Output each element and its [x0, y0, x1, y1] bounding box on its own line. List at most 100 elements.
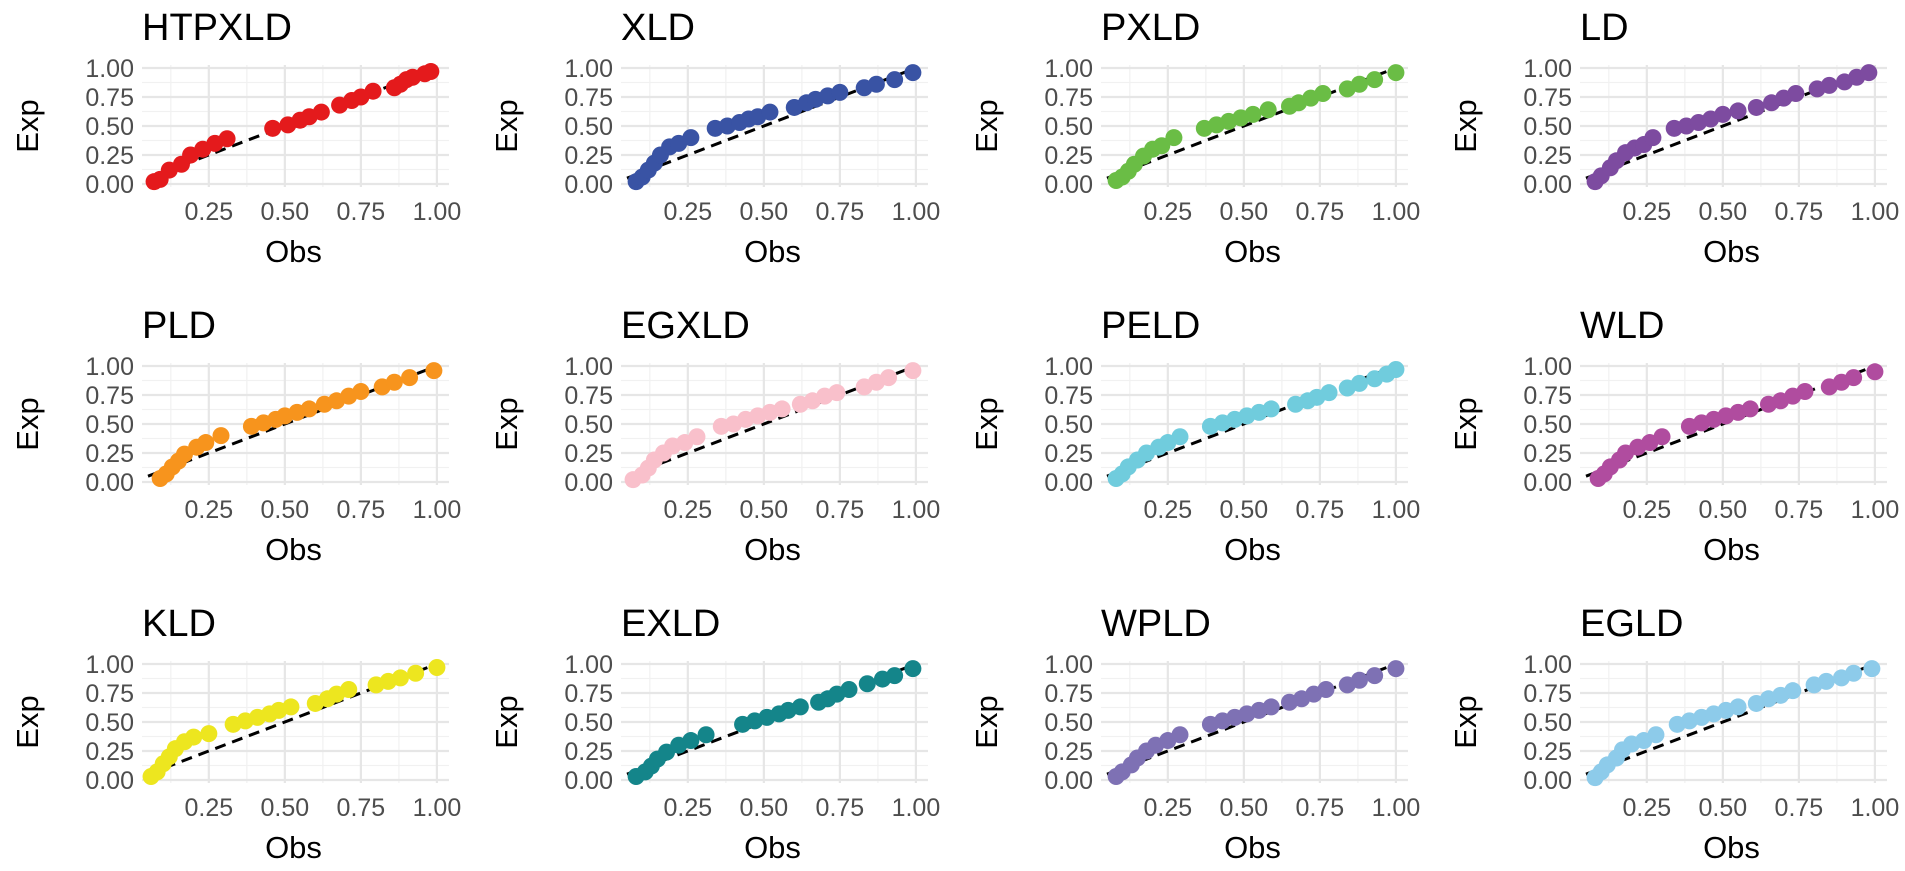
- y-axis-label: Exp: [10, 99, 45, 152]
- y-tick-label: 0.75: [564, 84, 613, 112]
- data-point: [1644, 129, 1662, 147]
- x-axis-label: Obs: [265, 532, 322, 567]
- gridlines: [142, 65, 449, 187]
- y-tick-label: 0.50: [564, 411, 613, 439]
- y-axis-label: Exp: [1448, 99, 1483, 152]
- x-tick-label: 0.50: [740, 496, 789, 524]
- y-tick-label: 0.75: [1523, 680, 1572, 708]
- panel-xld: 0.25 0.50 0.75 1.000.000.250.500.751.00XLDO…: [489, 7, 940, 269]
- y-tick-label: 1.00: [564, 55, 613, 83]
- data-point: [264, 119, 282, 137]
- y-tick-label: 1.00: [564, 353, 613, 381]
- y-tick-label: 0.00: [564, 767, 613, 795]
- y-tick-label: 0.75: [564, 680, 613, 708]
- data-point: [428, 658, 446, 676]
- panel-title: WPLD: [1101, 603, 1211, 645]
- y-tick-label: 0.25: [564, 440, 613, 468]
- y-tick-label: 0.25: [85, 440, 134, 468]
- y-tick-label: 1.00: [1523, 651, 1572, 679]
- data-point: [1741, 400, 1759, 418]
- x-axis-label: Obs: [1703, 532, 1760, 567]
- x-tick-label: 0.50: [261, 794, 310, 822]
- data-point: [185, 728, 203, 746]
- x-axis-label: Obs: [1224, 830, 1281, 865]
- x-tick-label: 1.00: [1851, 198, 1900, 226]
- x-tick-label: 1.00: [1372, 496, 1421, 524]
- x-tick-label: 0.50: [1220, 496, 1269, 524]
- data-point: [1784, 682, 1802, 700]
- y-tick-label: 0.25: [564, 142, 613, 170]
- y-tick-label: 0.75: [85, 84, 134, 112]
- data-point: [688, 428, 706, 446]
- panel-pxld: 0.25 0.50 0.75 1.000.000.250.500.751.00PXLD…: [969, 7, 1420, 269]
- data-point: [791, 698, 809, 716]
- panel-egxld: 0.25 0.50 0.75 1.000.000.250.500.751.00EGXL…: [489, 305, 940, 567]
- panel-title: KLD: [142, 603, 216, 645]
- data-point: [340, 681, 358, 699]
- data-point: [407, 664, 425, 682]
- data-point: [200, 725, 218, 743]
- x-tick-label: 0.25: [184, 794, 233, 822]
- x-tick-label: 1.00: [892, 794, 941, 822]
- panel-pld: 0.25 0.50 0.75 1.000.000.250.500.751.00PLDO…: [10, 305, 461, 567]
- panel-peld: 0.25 0.50 0.75 1.000.000.250.500.751.00PELD…: [969, 305, 1420, 567]
- y-tick-label: 0.00: [1044, 767, 1093, 795]
- x-tick-label: 0.25: [663, 794, 712, 822]
- y-tick-label: 0.00: [85, 469, 134, 497]
- x-tick-label: 0.50: [1220, 794, 1269, 822]
- x-axis-label: Obs: [1224, 234, 1281, 269]
- x-tick-label: 1.00: [413, 496, 462, 524]
- x-tick-label: 0.75: [337, 198, 386, 226]
- y-tick-label: 0.75: [85, 680, 134, 708]
- y-tick-label: 0.00: [1523, 469, 1572, 497]
- y-tick-label: 0.50: [1044, 709, 1093, 737]
- y-tick-label: 0.75: [1523, 84, 1572, 112]
- x-tick-label: 0.75: [1296, 496, 1345, 524]
- x-tick-label: 0.25: [1143, 496, 1192, 524]
- data-point: [886, 667, 904, 685]
- y-tick-label: 1.00: [564, 651, 613, 679]
- x-tick-label: 0.75: [1296, 794, 1345, 822]
- x-tick-label: 0.25: [663, 198, 712, 226]
- data-point: [218, 130, 236, 148]
- x-tick-label: 0.50: [740, 198, 789, 226]
- y-axis-label: Exp: [10, 397, 45, 450]
- x-tick-label: 0.25: [1622, 496, 1671, 524]
- panel-wld: 0.25 0.50 0.75 1.000.000.250.500.751.00WLDO…: [1448, 305, 1899, 567]
- data-point: [1845, 369, 1863, 387]
- y-tick-label: 1.00: [85, 651, 134, 679]
- x-tick-label: 0.25: [1622, 198, 1671, 226]
- data-point: [1729, 102, 1747, 120]
- x-tick-label: 1.00: [1851, 794, 1900, 822]
- data-points: [1107, 64, 1405, 190]
- x-tick-label: 0.75: [1775, 198, 1824, 226]
- data-point: [904, 64, 922, 82]
- panel-title: XLD: [621, 7, 695, 49]
- y-tick-label: 0.25: [85, 738, 134, 766]
- y-tick-label: 0.50: [564, 709, 613, 737]
- y-tick-label: 0.00: [85, 171, 134, 199]
- y-tick-label: 0.25: [85, 142, 134, 170]
- y-tick-label: 0.75: [85, 382, 134, 410]
- panel-kld: 0.25 0.50 0.75 1.000.000.250.500.751.00KLDO…: [10, 603, 461, 865]
- x-axis-label: Obs: [744, 830, 801, 865]
- y-axis-label: Exp: [1448, 397, 1483, 450]
- y-tick-label: 1.00: [1523, 55, 1572, 83]
- x-axis-label: Obs: [1703, 234, 1760, 269]
- data-point: [682, 129, 700, 147]
- x-axis-label: Obs: [265, 234, 322, 269]
- y-tick-label: 1.00: [85, 353, 134, 381]
- x-tick-label: 0.50: [261, 198, 310, 226]
- data-point: [880, 369, 898, 387]
- data-point: [858, 675, 876, 693]
- y-tick-label: 1.00: [1044, 353, 1093, 381]
- y-axis-label: Exp: [489, 397, 524, 450]
- data-point: [1714, 105, 1732, 123]
- x-tick-label: 1.00: [892, 198, 941, 226]
- data-points: [1107, 360, 1405, 488]
- data-point: [1171, 428, 1189, 446]
- x-tick-label: 0.50: [1699, 496, 1748, 524]
- data-point: [1387, 660, 1405, 678]
- data-point: [401, 369, 419, 387]
- data-point: [422, 62, 440, 80]
